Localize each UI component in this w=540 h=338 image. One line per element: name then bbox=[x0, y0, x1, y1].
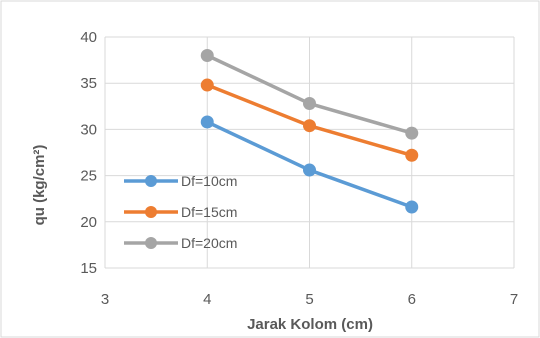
legend-marker bbox=[145, 206, 157, 218]
x-axis-title: Jarak Kolom (cm) bbox=[247, 316, 373, 333]
x-tick-label: 4 bbox=[203, 291, 211, 308]
legend-item: Df=20cm bbox=[124, 235, 237, 251]
y-tick-label: 20 bbox=[80, 214, 97, 231]
series-layer bbox=[200, 48, 419, 214]
y-tick-label: 35 bbox=[80, 75, 97, 92]
data-point bbox=[405, 148, 419, 162]
x-tick-label: 6 bbox=[408, 291, 416, 308]
y-tick-label: 40 bbox=[80, 29, 97, 46]
y-tick-label: 15 bbox=[80, 260, 97, 277]
legend-label: Df=15cm bbox=[181, 204, 237, 220]
x-tick-label: 7 bbox=[510, 291, 518, 308]
legend-marker bbox=[145, 175, 157, 187]
legend-item: Df=10cm bbox=[124, 173, 237, 189]
data-point bbox=[303, 119, 316, 133]
series-df-20cm bbox=[200, 48, 419, 140]
legend-label: Df=20cm bbox=[181, 235, 237, 251]
legend: Df=10cm Df=15cm Df=20cm bbox=[124, 173, 237, 251]
data-point bbox=[303, 163, 316, 177]
data-point bbox=[405, 200, 419, 214]
data-point bbox=[303, 97, 316, 111]
data-point bbox=[405, 126, 419, 140]
x-tick-label: 3 bbox=[101, 291, 109, 308]
series-df-10cm bbox=[200, 115, 419, 214]
y-tick-label: 25 bbox=[80, 168, 97, 185]
data-point bbox=[200, 78, 214, 92]
data-point bbox=[200, 48, 214, 62]
x-tick-labels: 3 4 5 6 7 bbox=[101, 291, 518, 308]
y-tick-label: 30 bbox=[80, 121, 97, 138]
legend-item: Df=15cm bbox=[124, 204, 237, 220]
series-df-15cm bbox=[200, 78, 419, 162]
data-point bbox=[200, 115, 214, 129]
legend-label: Df=10cm bbox=[181, 173, 237, 189]
legend-marker bbox=[145, 237, 157, 249]
x-tick-label: 5 bbox=[305, 291, 313, 308]
y-tick-labels: 15 20 25 30 35 40 bbox=[80, 29, 97, 277]
y-axis-title: qu (kg/cm²) bbox=[31, 145, 48, 226]
